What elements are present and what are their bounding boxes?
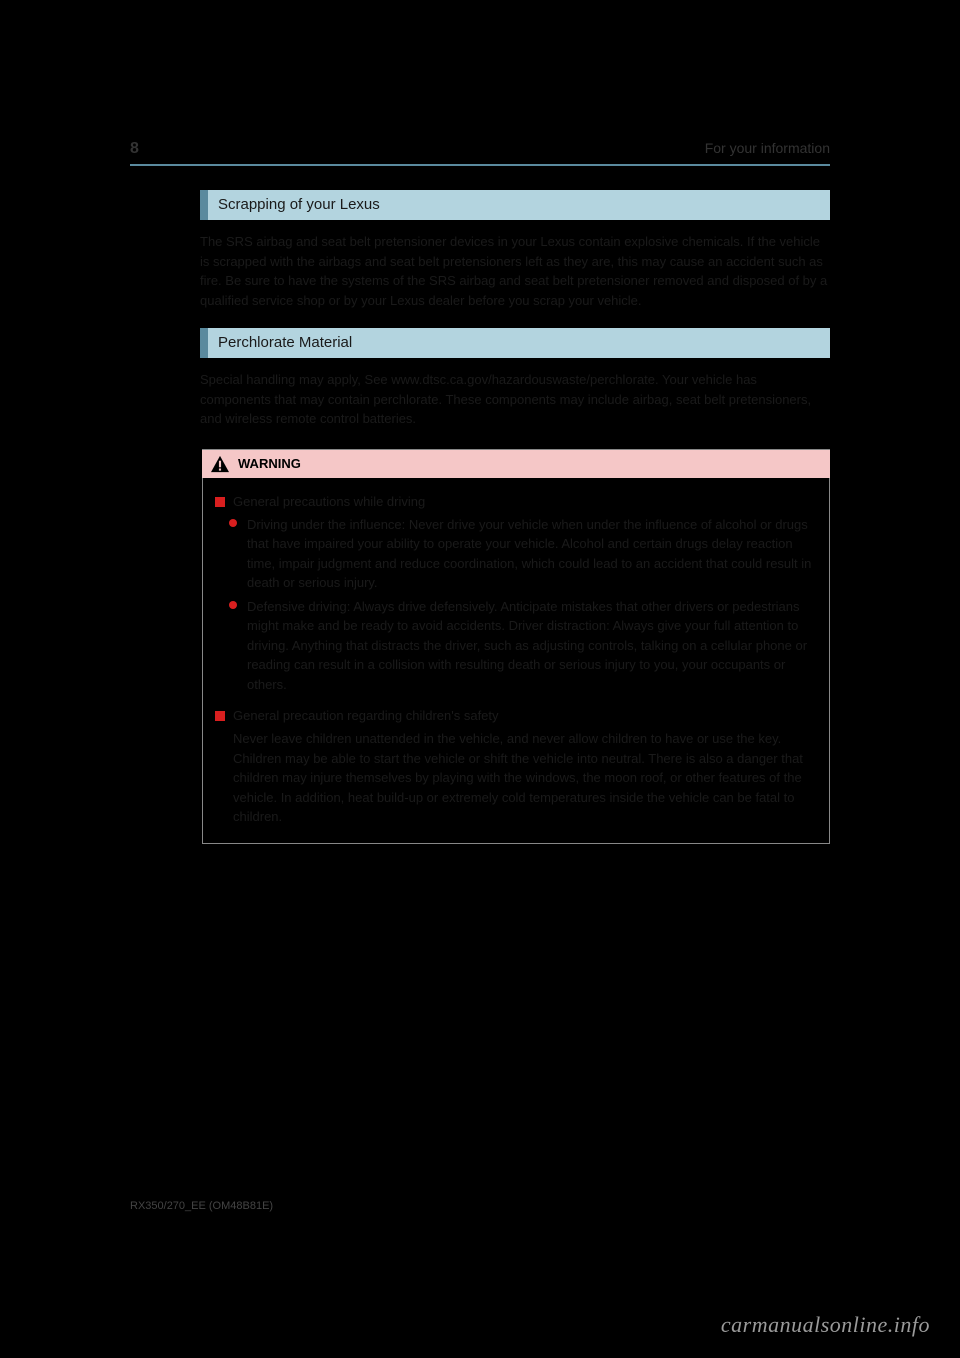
warning-body: General precautions while driving Drivin… [202,478,830,844]
red-square-icon [215,711,225,721]
warning-label: WARNING [238,456,301,471]
section-heading: Perchlorate Material [218,334,352,351]
bullet-text: Defensive driving: Always drive defensiv… [247,597,817,695]
warning-bullet: Defensive driving: Always drive defensiv… [229,597,817,695]
page-number: 8 [130,140,139,158]
section-header-perchlorate: Perchlorate Material [200,328,830,358]
red-bullet-icon [229,601,237,609]
page-title: For your information [705,140,830,156]
warning-children-paragraph: Never leave children unattended in the v… [233,729,817,827]
manual-page: 8 For your information Scrapping of your… [130,140,830,844]
watermark: carmanualsonline.info [721,1312,930,1338]
bullet-text: Driving under the influence: Never drive… [247,515,817,593]
warning-bullet: Driving under the influence: Never drive… [229,515,817,593]
footer-code: RX350/270_EE (OM48B81E) [130,1200,273,1212]
perchlorate-paragraph: Special handling may apply, See www.dtsc… [200,370,830,429]
red-square-icon [215,497,225,507]
red-bullet-icon [229,519,237,527]
warning-header: WARNING [202,449,830,478]
warning-heading-text: General precaution regarding children's … [233,708,499,723]
warning-heading-children: General precaution regarding children's … [215,708,817,723]
warning-heading-general: General precautions while driving [215,494,817,509]
warning-heading-text: General precautions while driving [233,494,425,509]
section-heading: Scrapping of your Lexus [218,196,380,213]
warning-triangle-icon [210,455,230,473]
section-header-scrapping: Scrapping of your Lexus [200,190,830,220]
page-header: 8 For your information [130,140,830,166]
scrapping-paragraph: The SRS airbag and seat belt pretensione… [200,232,830,310]
